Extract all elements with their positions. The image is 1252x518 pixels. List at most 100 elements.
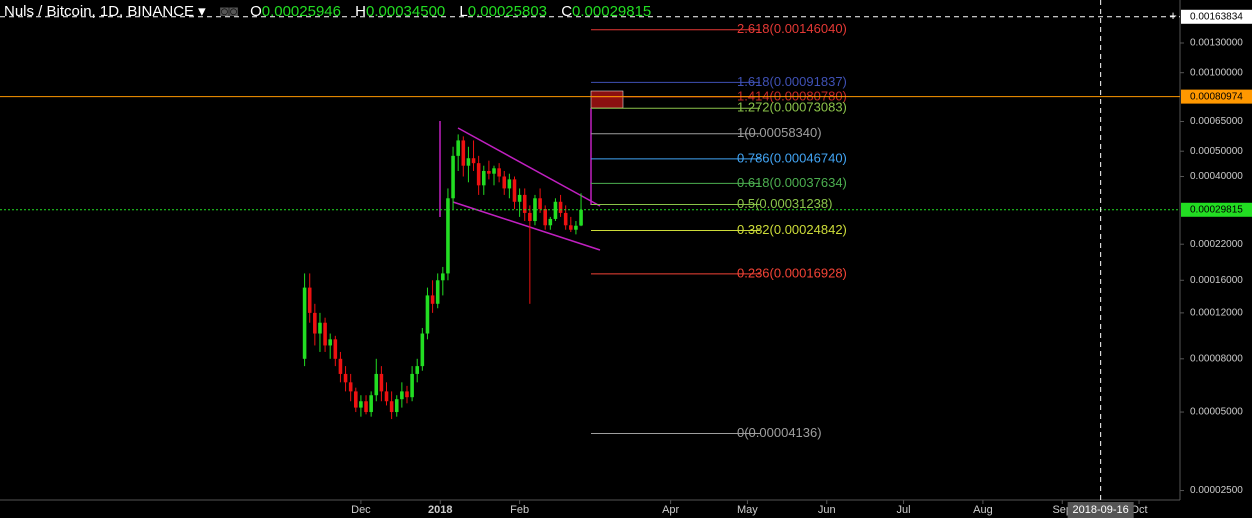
- candle-body: [574, 225, 578, 230]
- candle-body: [497, 168, 501, 177]
- candle-body: [394, 399, 399, 413]
- candle-body: [307, 287, 312, 313]
- candle-body: [338, 358, 343, 374]
- x-tick-label: Oct: [1130, 504, 1147, 516]
- symbol[interactable]: Nuls / Bitcoin, 1D, BINANCE: [4, 3, 195, 20]
- y-tick-label: 0.00100000: [1190, 67, 1243, 78]
- ohlc-value: 0.00034500: [366, 3, 446, 20]
- candle-body: [348, 382, 353, 392]
- fib-label: 0.236(0.00016928): [737, 265, 847, 280]
- candle-body: [343, 373, 348, 383]
- candle-body: [374, 373, 379, 396]
- fib-label: 1.272(0.00073083): [737, 100, 847, 115]
- candle-body: [328, 339, 332, 346]
- ohlc-letter: C: [561, 3, 573, 20]
- candle-body: [420, 333, 425, 367]
- candle-body: [323, 322, 327, 346]
- ohlc-letter: H: [355, 3, 366, 20]
- candle-body: [538, 198, 542, 210]
- fib-label: 0.5(0.00031238): [737, 196, 832, 211]
- price-box-label: 0.00080974: [1190, 91, 1243, 102]
- candle-body: [476, 163, 481, 186]
- x-tick-label: Feb: [510, 504, 529, 516]
- candle-body: [481, 170, 486, 186]
- x-tick-label: Sep: [1052, 504, 1072, 516]
- candle-body: [425, 295, 430, 334]
- price-box-label: 0.00029815: [1190, 204, 1243, 215]
- icon[interactable]: ◙◙: [219, 3, 238, 20]
- candle-body: [471, 158, 476, 164]
- y-tick-label: 0.00130000: [1190, 38, 1243, 49]
- ohlc-letter: L: [459, 3, 468, 20]
- add-button[interactable]: +: [1169, 8, 1177, 23]
- highlight-box: [590, 90, 624, 109]
- ohlc-value: 0.00025803: [467, 3, 548, 20]
- candle-body: [364, 401, 368, 413]
- x-tick-label: Dec: [351, 504, 371, 516]
- fib-label: 0.382(0.00024842): [737, 222, 847, 237]
- crosshair-label: 2018-09-16: [1073, 504, 1129, 516]
- candle-body: [558, 201, 563, 213]
- x-tick-label: Jun: [818, 504, 836, 516]
- candle-body: [435, 280, 440, 304]
- candle-body: [533, 198, 537, 222]
- candle-body: [528, 212, 532, 222]
- y-tick-label: 0.00012000: [1190, 308, 1243, 319]
- fib-label: 0.618(0.00037634): [737, 175, 847, 190]
- wedge-upper: [457, 127, 601, 207]
- price-box: [1181, 89, 1252, 104]
- y-tick-label: 0.00022000: [1190, 239, 1243, 250]
- candle-body: [492, 168, 496, 174]
- candle-body: [507, 179, 512, 189]
- candle-body: [384, 391, 389, 402]
- fib-label: 2.618(0.00146040): [737, 21, 847, 36]
- y-tick-label: 0.00065000: [1190, 116, 1243, 127]
- candle-body: [430, 295, 435, 304]
- y-tick-label: 0.00002500: [1190, 485, 1243, 496]
- y-tick-label: 0.00016000: [1190, 275, 1243, 286]
- price-box: [1181, 202, 1252, 217]
- candle-body: [456, 140, 460, 156]
- candle-body: [563, 212, 568, 226]
- fib-label: 1.618(0.00091837): [737, 74, 847, 89]
- candle-body: [579, 209, 583, 226]
- candle-body: [487, 170, 491, 174]
- candle-body: [461, 140, 466, 166]
- candle-body: [333, 339, 338, 359]
- fib-label: 1.414(0.00080780): [737, 88, 847, 103]
- candle-body: [441, 273, 445, 281]
- x-tick-label: May: [737, 504, 758, 516]
- fib-label: 0.786(0.00046740): [737, 150, 847, 165]
- candle-body: [569, 225, 573, 230]
- candle-body: [517, 194, 522, 202]
- candle-body: [451, 155, 455, 199]
- y-tick-label: 0.00040000: [1190, 171, 1243, 182]
- y-tick-label: 0.00050000: [1190, 146, 1243, 157]
- caret[interactable]: ▾: [198, 3, 206, 20]
- y-tick-label: 0.00005000: [1190, 407, 1243, 418]
- ohlc-letter: O: [250, 3, 262, 20]
- candle-body: [415, 366, 420, 374]
- candle-body: [405, 391, 409, 398]
- candle-body: [522, 194, 527, 213]
- x-tick-label: Jul: [897, 504, 911, 516]
- y-tick-label: 0.00008000: [1190, 353, 1243, 364]
- crosshair-box: [1067, 502, 1134, 518]
- candle-body: [369, 395, 373, 413]
- legend-header: Nuls / Bitcoin, 1D, BINANCE ▾ ◙◙ O 0.00025…: [4, 2, 661, 20]
- candle-body: [548, 218, 553, 226]
- candle-body: [512, 179, 517, 202]
- candle-body: [318, 322, 322, 334]
- candle-body: [302, 287, 307, 359]
- price-box-label: 0.00163834: [1190, 11, 1243, 22]
- candle-body: [446, 198, 450, 274]
- candle-body: [502, 176, 507, 189]
- candle-body: [379, 373, 384, 392]
- candle-body: [543, 209, 547, 226]
- candle-body: [466, 158, 471, 166]
- x-tick-label: 2018: [428, 504, 452, 516]
- candle-body: [359, 401, 363, 408]
- ohlc-value: 0.00029815: [572, 3, 652, 20]
